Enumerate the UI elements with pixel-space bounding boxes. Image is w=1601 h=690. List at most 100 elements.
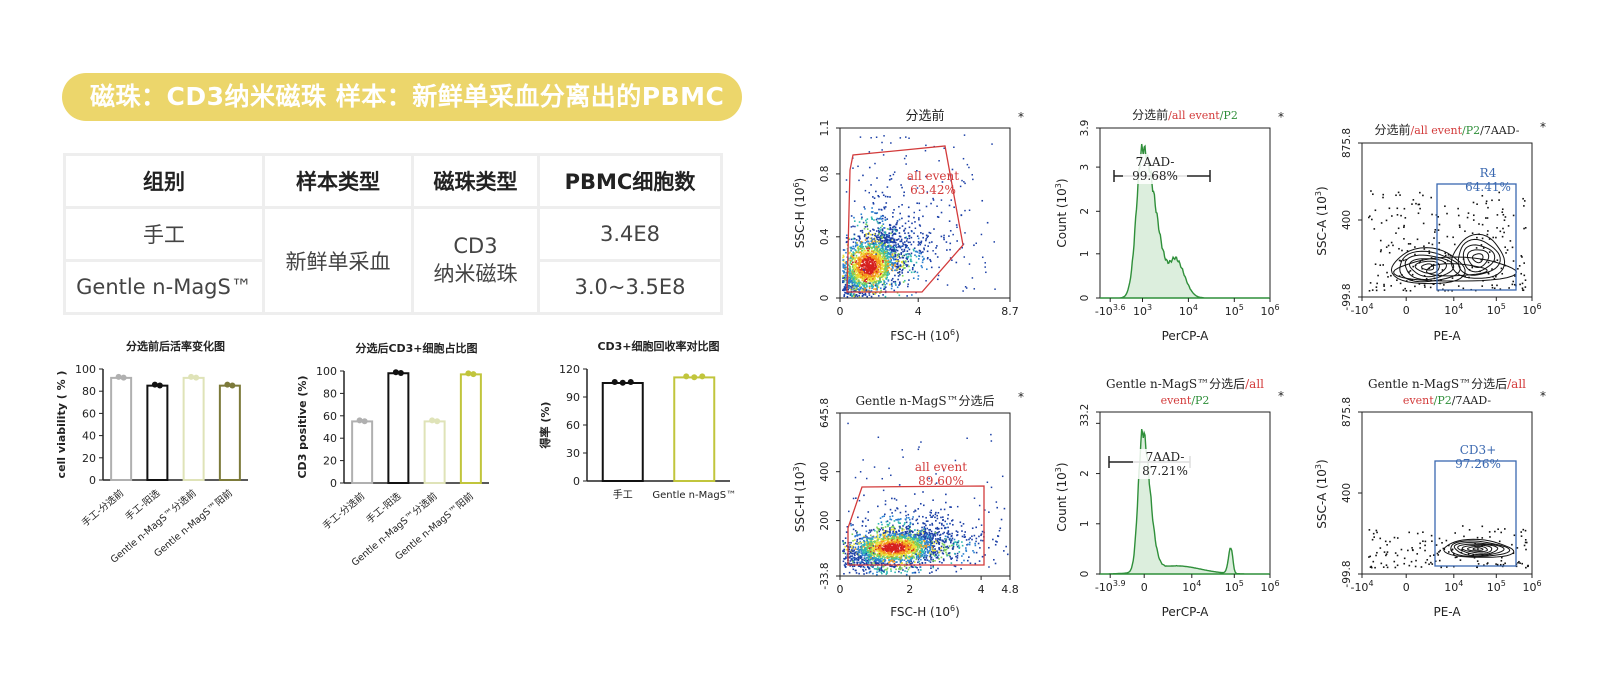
event-point (859, 286, 861, 288)
event-point (877, 234, 879, 237)
event-point (909, 547, 911, 550)
event-point (908, 546, 910, 548)
event-point (887, 544, 890, 547)
event-point (871, 280, 874, 282)
event-point (866, 560, 869, 563)
event-point (932, 566, 935, 569)
event-point (856, 263, 858, 266)
event-point (893, 244, 895, 247)
event-point (853, 295, 855, 298)
event-point (990, 440, 993, 442)
event-point (882, 261, 884, 263)
event-point (856, 548, 858, 551)
event-point (859, 246, 862, 249)
event-point (882, 548, 885, 550)
event-point (867, 274, 870, 277)
event-point (930, 512, 932, 514)
event-point (861, 269, 864, 271)
event-point (886, 541, 889, 544)
bar (182, 376, 205, 482)
event-point (857, 551, 860, 553)
event-point (878, 255, 881, 257)
event-point (912, 248, 915, 251)
event-point (881, 256, 884, 258)
bar (601, 382, 644, 482)
event-point (930, 530, 933, 533)
event-point (921, 529, 923, 532)
event-point (981, 199, 984, 202)
event-point (880, 244, 883, 246)
event-point (870, 216, 873, 219)
event-point (860, 555, 863, 557)
event-point (905, 240, 908, 242)
event-point (883, 515, 886, 517)
event-point (884, 559, 886, 561)
event-point (927, 541, 930, 543)
bar-point (465, 370, 472, 377)
event-point (907, 271, 909, 273)
event-point (933, 228, 935, 230)
event-point (942, 540, 945, 543)
event-point (975, 540, 977, 543)
event-point (876, 247, 878, 250)
event-point (917, 548, 919, 551)
event-point (886, 545, 888, 548)
event-point (920, 569, 922, 571)
event-point (995, 540, 997, 543)
event-point (1502, 227, 1504, 230)
event-point (1428, 242, 1430, 244)
event-point (852, 284, 855, 287)
event-point (1003, 507, 1006, 510)
event-point (917, 275, 920, 277)
event-point (902, 256, 905, 259)
event-point (897, 538, 900, 541)
event-point (898, 522, 900, 524)
event-point (858, 549, 860, 552)
event-point (909, 254, 912, 256)
event-point (874, 260, 877, 263)
event-point (905, 573, 908, 576)
event-point (949, 248, 951, 251)
event-point (874, 263, 877, 265)
event-point (911, 541, 914, 544)
event-point (878, 221, 881, 224)
event-point (881, 523, 883, 526)
event-point (863, 543, 866, 545)
event-point (915, 250, 918, 253)
event-point (882, 245, 884, 248)
event-point (930, 552, 932, 555)
event-point (858, 572, 860, 575)
event-point (886, 548, 889, 550)
event-point (855, 249, 857, 252)
event-point (966, 163, 969, 166)
event-point (879, 226, 882, 229)
event-point (859, 263, 862, 266)
table-row: 手工 新鲜单采血 CD3 纳米磁珠 3.4E8 (63, 206, 723, 315)
event-point (916, 529, 919, 532)
event-point (931, 538, 934, 541)
event-point (935, 540, 937, 542)
event-point (849, 251, 851, 254)
event-point (859, 561, 862, 564)
event-point (863, 227, 866, 230)
event-point (930, 532, 932, 535)
event-point (849, 285, 852, 288)
event-point (879, 252, 881, 254)
event-point (901, 534, 903, 536)
event-point (894, 556, 896, 559)
event-point (875, 230, 878, 232)
event-point (919, 241, 922, 244)
event-point (875, 242, 877, 244)
event-point (842, 265, 845, 268)
event-point (937, 528, 940, 530)
event-point (878, 208, 880, 211)
event-point (926, 236, 929, 239)
event-point (941, 181, 944, 183)
event-point (1493, 287, 1496, 290)
event-point (895, 556, 897, 559)
event-point (859, 245, 862, 247)
event-point (935, 482, 938, 484)
event-point (926, 537, 929, 540)
event-point (892, 546, 894, 549)
